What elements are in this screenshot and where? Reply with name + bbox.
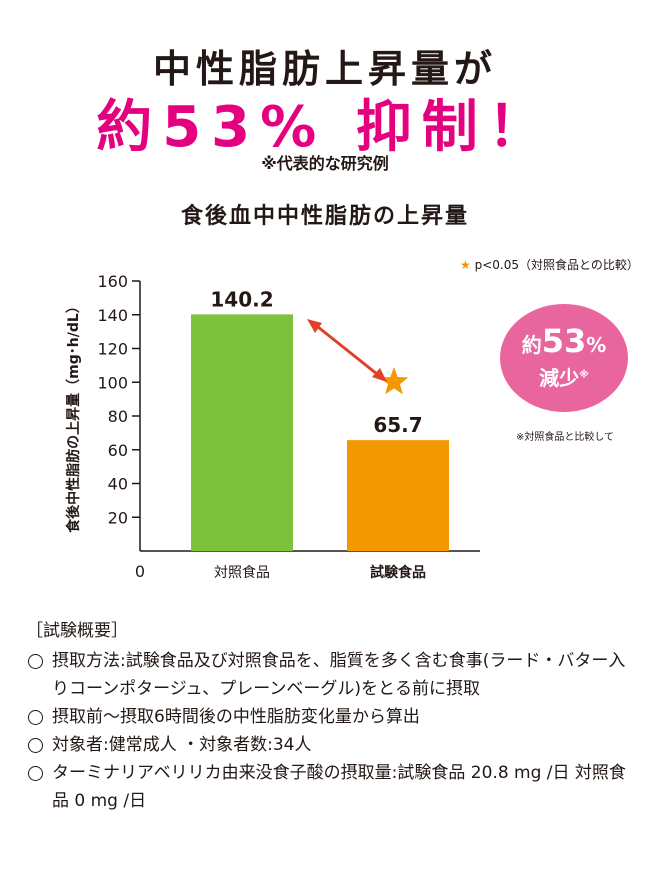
x-tick-label: 対照食品 bbox=[214, 564, 270, 581]
bar-chart: 0 20 40 60 80 100 120 140 160 食後中性脂肪の上昇量（mg･h/dL）… bbox=[65, 272, 480, 581]
significance-text: p<0.05（対照食品との比較） bbox=[474, 258, 639, 272]
trial-summary: ［試験概要］ 摂取方法:試験食品及び対照食品を、脂質を多く含む食事(ラード・バタ… bbox=[26, 616, 636, 815]
list-item: ターミナリアベリリカ由来没食子酸の摂取量:試験食品 20.8 mg /日 対照食… bbox=[26, 759, 636, 815]
y-tick-label: 140 bbox=[97, 306, 128, 325]
bar bbox=[191, 314, 293, 551]
bar bbox=[347, 440, 449, 551]
y-tick-label: 60 bbox=[108, 441, 128, 460]
y-tick-label: 80 bbox=[108, 407, 128, 426]
data-label: 140.2 bbox=[210, 287, 273, 311]
y-tick-label: 160 bbox=[97, 272, 128, 291]
arrowhead-icon bbox=[372, 368, 387, 382]
significance-legend: ★ p<0.05（対照食品との比較） bbox=[460, 256, 639, 273]
badge-note: ※対照食品と比較して bbox=[515, 432, 615, 443]
y-tick-label: 20 bbox=[108, 508, 128, 527]
badge-mark: ※ bbox=[579, 369, 589, 381]
y-tick-label: 40 bbox=[108, 475, 128, 494]
badge-unit: % bbox=[586, 333, 607, 357]
chart-title: 食後血中中性脂肪の上昇量 bbox=[180, 204, 469, 229]
y-tick-label: 120 bbox=[97, 340, 128, 359]
badge-value: 53 bbox=[541, 322, 587, 360]
headline: 中性脂肪上昇量が bbox=[152, 47, 497, 91]
y-axis-label: 食後中性脂肪の上昇量（mg･h/dL） bbox=[65, 299, 82, 533]
star-icon: ★ bbox=[460, 258, 471, 272]
y-tick-label: 0 bbox=[135, 562, 145, 581]
summary-heading: ［試験概要］ bbox=[26, 621, 128, 641]
list-item: 対象者:健常成人 ・対象者数:34人 bbox=[26, 731, 636, 759]
badge-prefix: 約 bbox=[521, 333, 542, 357]
reduction-claim: 約53% 抑制！ bbox=[96, 95, 554, 160]
list-item: 摂取前～摂取6時間後の中性脂肪変化量から算出 bbox=[26, 703, 636, 731]
summary-list: 摂取方法:試験食品及び対照食品を、脂質を多く含む食事(ラード・バター入りコーンポ… bbox=[26, 647, 636, 815]
y-tick-label: 100 bbox=[97, 373, 128, 392]
x-tick-label: 試験食品 bbox=[370, 564, 426, 581]
arrowhead-icon bbox=[307, 319, 322, 333]
badge-word: 減少 bbox=[539, 366, 580, 390]
list-item: 摂取方法:試験食品及び対照食品を、脂質を多く含む食事(ラード・バター入りコーンポ… bbox=[26, 647, 636, 703]
significance-star-icon bbox=[379, 367, 409, 395]
reduction-badge: 約53% 減少※ bbox=[500, 304, 628, 412]
representative-note: ※代表的な研究例 bbox=[261, 154, 389, 173]
comparison-arrow bbox=[317, 325, 378, 376]
data-label: 65.7 bbox=[373, 413, 422, 437]
